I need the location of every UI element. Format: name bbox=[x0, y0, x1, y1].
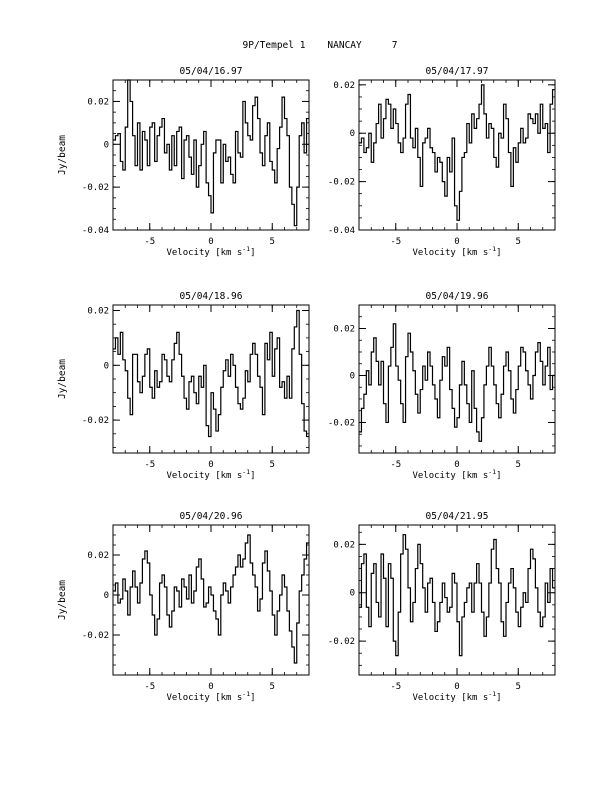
header-number: 7 bbox=[392, 40, 398, 51]
x-axis-label-close: ] bbox=[250, 248, 255, 258]
x-tick-label: 5 bbox=[270, 460, 275, 470]
x-axis-label: Velocity [km s-1] bbox=[166, 690, 255, 703]
x-axis-label-sup: -1 bbox=[488, 245, 496, 253]
header-object: 9P/Tempel 1 bbox=[243, 40, 306, 51]
x-tick-label: -5 bbox=[390, 682, 401, 692]
spectrum-line bbox=[113, 534, 309, 664]
y-tick-label: -0.02 bbox=[82, 631, 109, 641]
panel-title: 05/04/19.96 bbox=[426, 291, 489, 302]
y-tick-label: -0.04 bbox=[82, 226, 109, 236]
x-axis-label: Velocity [km s-1] bbox=[166, 468, 255, 481]
x-tick-label: 0 bbox=[208, 460, 213, 470]
x-axis-label-close: ] bbox=[496, 693, 501, 703]
spectrum-line bbox=[359, 84, 555, 221]
x-tick-label: -5 bbox=[144, 460, 155, 470]
y-tick-label: 0.02 bbox=[87, 306, 109, 316]
x-tick-label: 0 bbox=[208, 237, 213, 247]
y-tick-label: -0.04 bbox=[328, 226, 355, 236]
x-axis-label-main: Velocity [km s bbox=[412, 471, 488, 481]
y-tick-label: -0.02 bbox=[328, 178, 355, 188]
panel-title: 05/04/21.95 bbox=[426, 511, 489, 522]
x-axis-label-sup: -1 bbox=[242, 690, 250, 698]
x-tick-label: 5 bbox=[270, 237, 275, 247]
x-axis-label-main: Velocity [km s bbox=[166, 693, 242, 703]
x-axis-label: Velocity [km s-1] bbox=[412, 690, 501, 703]
x-tick-label: 5 bbox=[516, 460, 521, 470]
y-tick-label: -0.02 bbox=[82, 183, 109, 193]
x-axis-label-close: ] bbox=[250, 693, 255, 703]
x-tick-label: 0 bbox=[454, 237, 459, 247]
panel-title: 05/04/20.96 bbox=[180, 511, 243, 522]
x-axis-label-sup: -1 bbox=[242, 245, 250, 253]
y-tick-label: 0.02 bbox=[87, 97, 109, 107]
x-axis-label-sup: -1 bbox=[488, 690, 496, 698]
spectrum-line bbox=[113, 309, 309, 438]
x-axis-label-main: Velocity [km s bbox=[166, 248, 242, 258]
panel-title: 05/04/16.97 bbox=[180, 66, 243, 77]
y-tick-label: 0 bbox=[350, 371, 355, 381]
spectrum-line bbox=[113, 79, 309, 227]
y-tick-label: 0 bbox=[104, 591, 109, 601]
x-axis-label-main: Velocity [km s bbox=[412, 248, 488, 258]
x-tick-label: 5 bbox=[516, 682, 521, 692]
panels: -5 0 5 -0.04 -0.02 0 0.02 05/04/16.97 Velocity [… bbox=[57, 66, 556, 703]
spectrum-panel: -5 0 5 -0.04 -0.02 0 0.02 05/04/16.97 Velocity [… bbox=[57, 66, 310, 258]
x-axis-label-sup: -1 bbox=[242, 468, 250, 476]
x-axis-label-close: ] bbox=[250, 471, 255, 481]
x-tick-label: 0 bbox=[208, 682, 213, 692]
x-axis-label-close: ] bbox=[496, 471, 501, 481]
y-tick-label: -0.02 bbox=[82, 416, 109, 426]
spectrum-line bbox=[359, 323, 555, 442]
y-axis-label: Jy/beam bbox=[57, 580, 68, 620]
y-tick-label: 0 bbox=[350, 129, 355, 139]
x-tick-label: 5 bbox=[516, 237, 521, 247]
y-axis-label: Jy/beam bbox=[57, 135, 68, 175]
spectrum-line bbox=[359, 534, 555, 657]
spectrum-panel: -5 0 5 -0.02 0 0.02 05/04/20.96 Velocity [km s-… bbox=[57, 511, 310, 703]
x-axis-label: Velocity [km s-1] bbox=[412, 468, 501, 481]
spectrum-panel: -5 0 5 -0.02 0 0.02 05/04/19.96 Velocity [km s-… bbox=[328, 291, 556, 481]
x-axis-label: Velocity [km s-1] bbox=[166, 245, 255, 258]
y-tick-label: 0 bbox=[104, 140, 109, 150]
y-tick-label: 0.02 bbox=[333, 81, 355, 91]
x-axis-label: Velocity [km s-1] bbox=[412, 245, 501, 258]
x-tick-label: 5 bbox=[270, 682, 275, 692]
x-tick-label: -5 bbox=[390, 460, 401, 470]
x-axis-label-main: Velocity [km s bbox=[166, 471, 242, 481]
y-tick-label: 0 bbox=[350, 589, 355, 599]
y-tick-label: -0.02 bbox=[328, 637, 355, 647]
spectrum-panel: -5 0 5 -0.02 0 0.02 05/04/21.95 Velocity [km s-… bbox=[328, 511, 556, 703]
x-tick-label: -5 bbox=[390, 237, 401, 247]
panel-title: 05/04/18.96 bbox=[180, 291, 243, 302]
y-tick-label: 0.02 bbox=[87, 551, 109, 561]
header-station: NANCAY bbox=[327, 40, 362, 51]
y-tick-label: -0.02 bbox=[328, 418, 355, 428]
panel-title: 05/04/17.97 bbox=[426, 66, 489, 77]
x-axis-label-sup: -1 bbox=[488, 468, 496, 476]
x-axis-label-main: Velocity [km s bbox=[412, 693, 488, 703]
x-tick-label: 0 bbox=[454, 682, 459, 692]
x-tick-label: -5 bbox=[144, 682, 155, 692]
figure-header: 9P/Tempel 1 NANCAY 7 bbox=[243, 40, 398, 51]
x-axis-label-close: ] bbox=[496, 248, 501, 258]
y-tick-label: 0.02 bbox=[333, 324, 355, 334]
x-tick-label: -5 bbox=[144, 237, 155, 247]
spectrum-panel: -5 0 5 -0.02 0 0.02 05/04/18.96 Velocity [km s-… bbox=[57, 291, 310, 481]
spectrum-panel: -5 0 5 -0.04 -0.02 0 0.02 05/04/17.97 Velocity [… bbox=[328, 66, 556, 258]
x-tick-label: 0 bbox=[454, 460, 459, 470]
y-axis-label: Jy/beam bbox=[57, 359, 68, 399]
y-tick-label: 0.02 bbox=[333, 540, 355, 550]
y-tick-label: 0 bbox=[104, 361, 109, 371]
